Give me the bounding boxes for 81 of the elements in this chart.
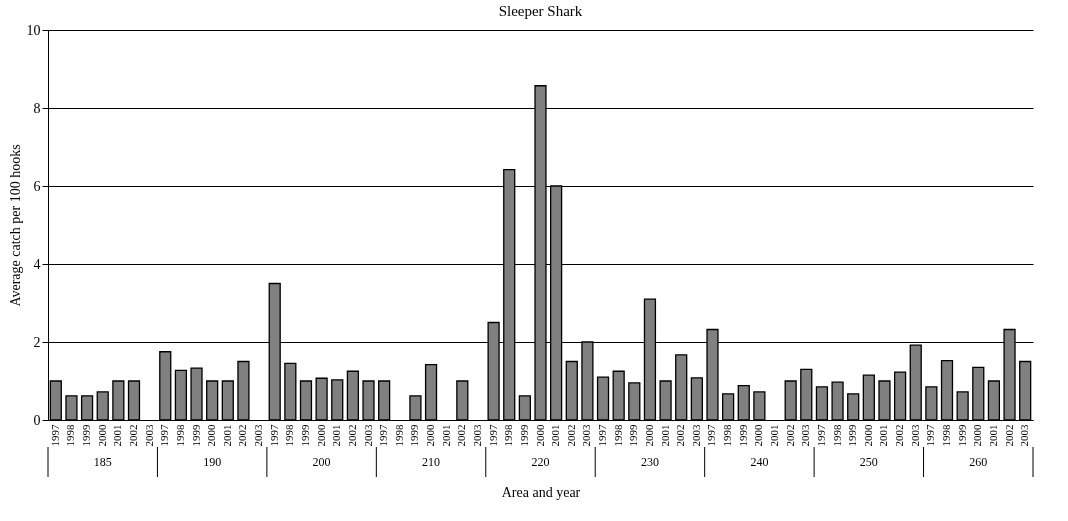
text: 200 [312, 455, 331, 469]
x-tick-label: 1999 [189, 424, 202, 447]
x-tick-label: 2003 [470, 424, 483, 447]
text: 220 [531, 455, 550, 469]
x-axis-title: Area and year [501, 484, 581, 500]
x-tick-label: 1999 [736, 424, 749, 447]
x-tick-label: 2001 [330, 424, 343, 447]
x-tick-label: 2000 [314, 424, 327, 447]
x-tick-label: 1997 [814, 424, 827, 447]
y-tick-label: 10 [26, 22, 41, 38]
x-tick-label: 1997 [486, 424, 499, 447]
text: 230 [640, 455, 659, 469]
x-tick-label: 2001 [549, 424, 562, 447]
x-tick-label: 1998 [502, 424, 515, 447]
x-tick-label: 1997 [924, 424, 937, 447]
text: 190 [203, 455, 222, 469]
x-tick-label: 1997 [596, 424, 609, 447]
x-tick-label: 2003 [142, 424, 155, 447]
x-tick-label: 2003 [252, 424, 265, 447]
x-tick-label: 1998 [64, 424, 77, 447]
y-tick-label: 4 [33, 256, 41, 272]
y-tick-label: 8 [33, 100, 41, 116]
x-tick-label: 2000 [424, 424, 437, 447]
x-tick-label: 1997 [48, 424, 61, 447]
x-tick-label: 2001 [768, 424, 781, 447]
x-tick-label: 2002 [674, 424, 687, 447]
x-tick-label: 1998 [283, 424, 296, 447]
x-tick-label: 2003 [908, 424, 921, 447]
x-tick-label: 1999 [955, 424, 968, 447]
x-tick-label: 2003 [689, 424, 702, 447]
x-tick-label: 2002 [1002, 424, 1015, 447]
y-axis-title: Average catch per 100 hooks [7, 144, 23, 307]
x-tick-label: 2002 [564, 424, 577, 447]
x-tick-label: 2001 [439, 424, 452, 447]
x-tick-label: 1997 [705, 424, 718, 447]
x-tick-label: 2003 [1018, 424, 1031, 447]
x-tick-label: 2001 [877, 424, 890, 447]
x-tick-label: 2003 [361, 424, 374, 447]
x-tick-label: 2000 [95, 424, 108, 447]
x-tick-label: 2001 [111, 424, 124, 447]
y-tick-label: 6 [33, 178, 41, 194]
x-tick-label: 2002 [345, 424, 358, 447]
y-tick-label: 2 [33, 334, 41, 350]
x-tick-label: 1998 [830, 424, 843, 447]
x-tick-label: 1998 [721, 424, 734, 447]
y-tick-label: 0 [33, 412, 41, 428]
x-tick-label: 1999 [846, 424, 859, 447]
x-tick-label: 2001 [658, 424, 671, 447]
x-tick-label: 2002 [783, 424, 796, 447]
x-tick-label: 1998 [173, 424, 186, 447]
x-tick-label: 2002 [455, 424, 468, 447]
x-tick-label: 1998 [392, 424, 405, 447]
text: 260 [969, 455, 988, 469]
x-tick-label: 2002 [126, 424, 139, 447]
x-tick-label: 1999 [408, 424, 421, 447]
x-tick-label: 1999 [517, 424, 530, 447]
x-tick-label: 2000 [642, 424, 655, 447]
x-tick-label: 2000 [971, 424, 984, 447]
x-tick-label: 1997 [377, 424, 390, 447]
x-tick-label: 2000 [533, 424, 546, 447]
x-tick-label: 2003 [580, 424, 593, 447]
text: 240 [750, 455, 769, 469]
x-tick-label: 1998 [611, 424, 624, 447]
x-tick-label: 2002 [893, 424, 906, 447]
text: 210 [422, 455, 441, 469]
x-tick-label: 2000 [205, 424, 218, 447]
x-tick-label: 1999 [627, 424, 640, 447]
x-tick-label: 2003 [799, 424, 812, 447]
x-tick-label: 1999 [298, 424, 311, 447]
x-tick-label: 2001 [220, 424, 233, 447]
text: 250 [859, 455, 878, 469]
x-tick-label: 1998 [940, 424, 953, 447]
x-tick-label: 2000 [861, 424, 874, 447]
x-tick-label: 2001 [986, 424, 999, 447]
x-tick-label: 1997 [158, 424, 171, 447]
text: 185 [93, 455, 112, 469]
x-tick-label: 1997 [267, 424, 280, 447]
x-tick-label: 2000 [752, 424, 765, 447]
chart-title: Sleeper Shark [498, 3, 583, 19]
x-tick-label: 2002 [236, 424, 249, 447]
x-tick-label: 1999 [80, 424, 93, 447]
